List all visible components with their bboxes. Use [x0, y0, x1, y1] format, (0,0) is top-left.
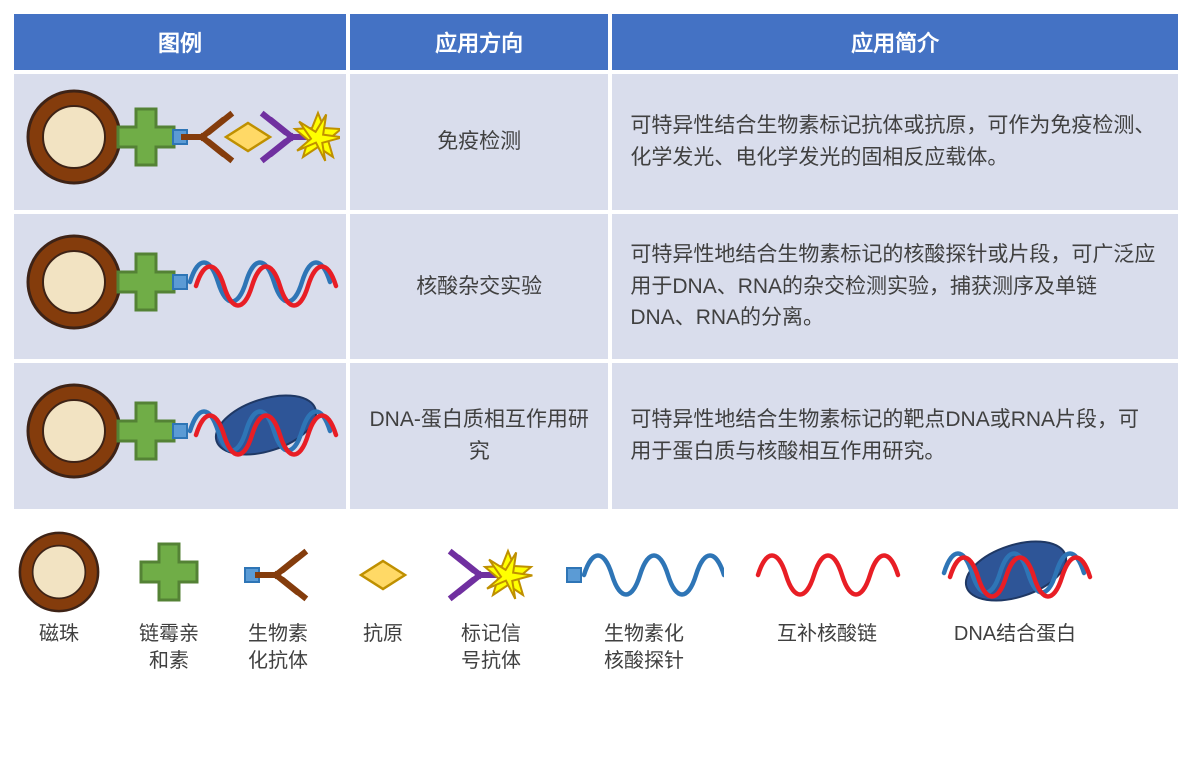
table-row: 免疫检测 可特异性结合生物素标记抗体或抗原，可作为免疫检测、化学发光、电化学发光… [14, 74, 1178, 210]
header-desc: 应用简介 [612, 14, 1178, 70]
app-cell: 免疫检测 [350, 74, 608, 210]
comp-strand-icon [752, 529, 902, 615]
legend-streptavidin: 链霉亲 和素 [130, 529, 208, 675]
diagram-hybridization [14, 214, 346, 360]
header-app: 应用方向 [350, 14, 608, 70]
diagram-immunoassay [14, 74, 346, 210]
legend-comp-strand: 互补核酸链 [752, 529, 902, 648]
applications-table: 图例 应用方向 应用简介 免疫检测 可特异性结合生物素标记抗体或抗原，可作为免疫… [10, 10, 1182, 513]
legend-label: 互补核酸链 [777, 621, 877, 648]
bead-icon [16, 529, 102, 615]
legend-label: DNA结合蛋白 [954, 621, 1076, 648]
legend-label: 链霉亲 和素 [139, 621, 199, 675]
legend-label: 标记信 号抗体 [461, 621, 521, 675]
legend-row: 磁珠 链霉亲 和素 生物素 化抗体 抗原 标记信 号抗体 生物素化 核酸探针 [10, 513, 1182, 675]
biotin-antibody-icon [236, 529, 320, 615]
header-legend: 图例 [14, 14, 346, 70]
legend-dna-protein: DNA结合蛋白 [930, 529, 1100, 648]
app-cell: 核酸杂交实验 [350, 214, 608, 360]
desc-cell: 可特异性结合生物素标记抗体或抗原，可作为免疫检测、化学发光、电化学发光的固相反应… [612, 74, 1178, 210]
legend-bead: 磁珠 [16, 529, 102, 648]
legend-biotin-antibody: 生物素 化抗体 [236, 529, 320, 675]
legend-signal-antibody: 标记信 号抗体 [446, 529, 536, 675]
table-row: 核酸杂交实验 可特异性地结合生物素标记的核酸探针或片段，可广泛应用于DNA、RN… [14, 214, 1178, 360]
signal-antibody-icon [446, 529, 536, 615]
legend-label: 抗原 [363, 621, 403, 648]
header-row: 图例 应用方向 应用简介 [14, 14, 1178, 70]
legend-antigen: 抗原 [348, 529, 418, 648]
diagram-dna-protein [14, 363, 346, 509]
streptavidin-icon [130, 529, 208, 615]
antigen-icon [348, 529, 418, 615]
legend-biotin-probe: 生物素化 核酸探针 [564, 529, 724, 675]
legend-label: 生物素化 核酸探针 [604, 621, 684, 675]
legend-label: 磁珠 [39, 621, 79, 648]
legend-label: 生物素 化抗体 [248, 621, 308, 675]
dna-protein-icon [930, 529, 1100, 615]
desc-cell: 可特异性地结合生物素标记的核酸探针或片段，可广泛应用于DNA、RNA的杂交检测实… [612, 214, 1178, 360]
app-cell: DNA-蛋白质相互作用研究 [350, 363, 608, 509]
biotin-probe-icon [564, 529, 724, 615]
desc-cell: 可特异性地结合生物素标记的靶点DNA或RNA片段，可用于蛋白质与核酸相互作用研究… [612, 363, 1178, 509]
table-row: DNA-蛋白质相互作用研究 可特异性地结合生物素标记的靶点DNA或RNA片段，可… [14, 363, 1178, 509]
